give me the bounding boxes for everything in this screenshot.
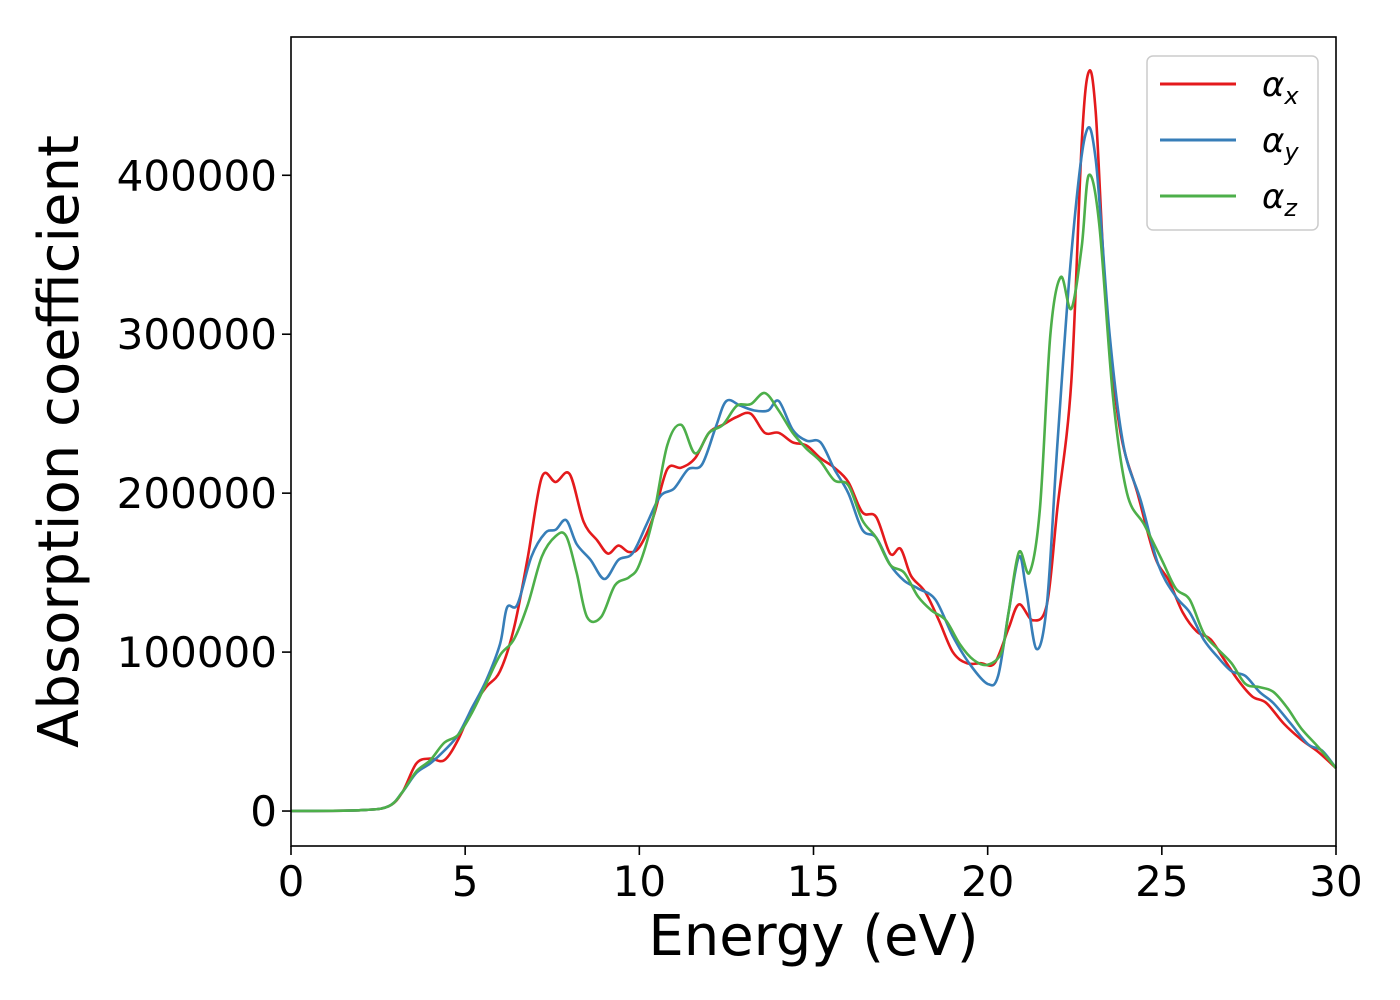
x-tick-label: 5 xyxy=(452,857,479,906)
x-tick-label: 0 xyxy=(278,857,305,906)
y-tick-label: 300000 xyxy=(117,310,277,359)
x-tick-label: 20 xyxy=(961,857,1014,906)
y-tick-label: 200000 xyxy=(117,469,277,518)
x-tick-label: 15 xyxy=(787,857,840,906)
y-tick-label: 400000 xyxy=(117,151,277,200)
legend-box xyxy=(1146,55,1319,231)
x-axis-label: Energy (eV) xyxy=(648,904,978,969)
series-line-z xyxy=(290,173,1337,813)
x-axis-ticks: 0 5 10 15 20 25 30 xyxy=(278,846,1363,906)
legend: αx αy αz xyxy=(1146,55,1319,231)
y-tick-label: 100000 xyxy=(117,628,277,677)
series-layer xyxy=(290,69,1338,813)
legend-label-z: αz xyxy=(1262,177,1298,222)
y-axis-ticks: 0 100000 200000 300000 400000 xyxy=(117,151,291,836)
x-tick-label: 25 xyxy=(1135,857,1188,906)
series-line-y xyxy=(290,126,1338,813)
x-tick-label: 10 xyxy=(613,857,666,906)
y-axis-label: Absorption coefficient xyxy=(27,135,92,748)
legend-label-x: αx xyxy=(1262,65,1299,110)
y-tick-label: 0 xyxy=(250,787,277,836)
x-tick-label: 30 xyxy=(1309,857,1362,906)
legend-label-y: αy xyxy=(1262,121,1299,166)
